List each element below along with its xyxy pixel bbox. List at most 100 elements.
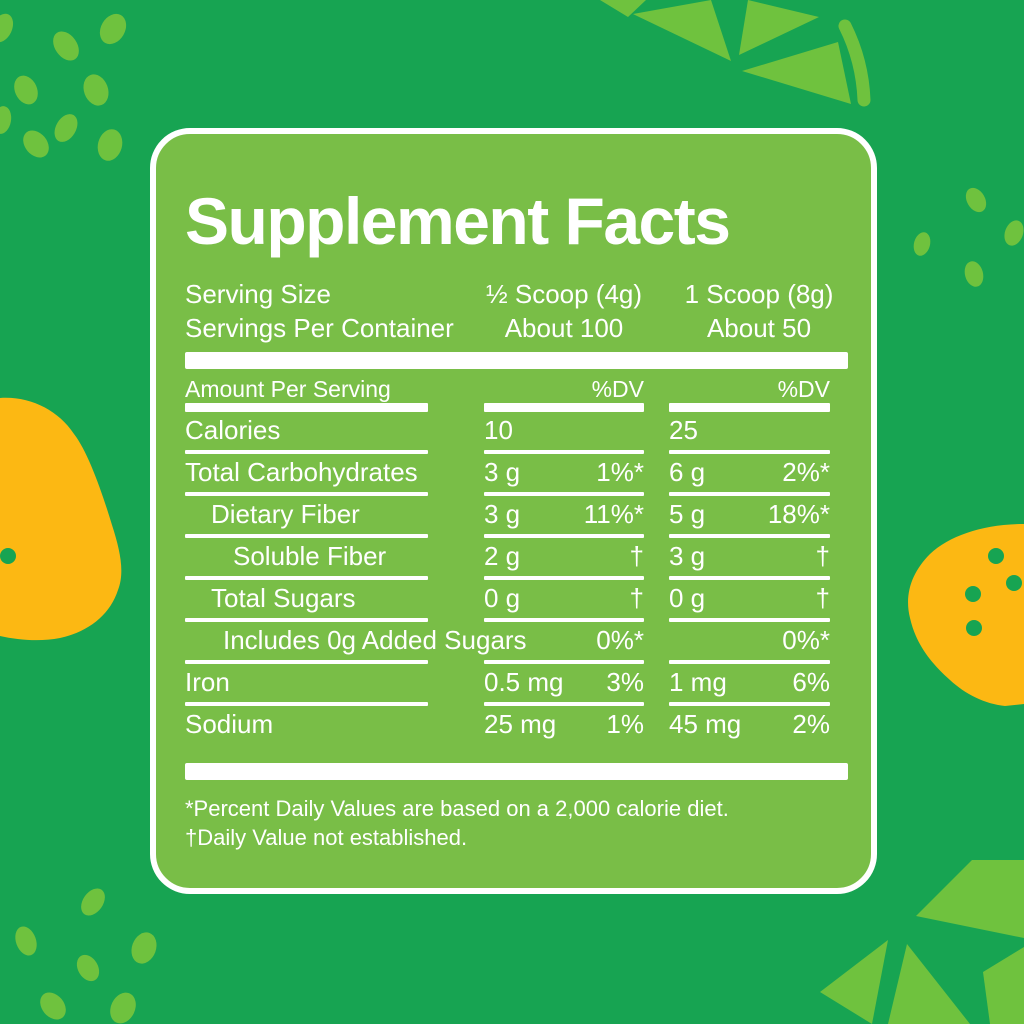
lime-wedge-top-icon [600, 0, 871, 107]
serving-section: Serving Size ½ Scoop (4g) 1 Scoop (8g) S… [185, 276, 842, 344]
row-value-cell-b: 3 g † [669, 538, 830, 574]
row-value-cell-b: 1 mg 6% [669, 664, 830, 700]
row-rule [669, 702, 830, 706]
lime-wedge-bottom-right-icon [820, 860, 1024, 1024]
row-rule [484, 492, 644, 496]
seed-dots-bottom-left-icon [15, 888, 157, 1024]
row-rule [669, 450, 830, 454]
row-rule [185, 450, 428, 454]
table-row: Total Sugars 0 g † 0 g † [185, 580, 848, 622]
table-row: Includes 0g Added Sugars 0%* 0%* [185, 622, 848, 664]
percent-dv-value-b: 18%* [767, 498, 830, 529]
header-rule [669, 403, 830, 412]
nutrient-label: Sodium [185, 708, 274, 739]
nutrient-label: Dietary Fiber [211, 498, 360, 529]
row-rule [185, 492, 428, 496]
percent-dv-value-a: 11%* [583, 498, 644, 529]
row-value-cell-b: 25 [669, 412, 830, 448]
row-label-cell: Soluble Fiber [185, 538, 428, 574]
row-value-cell-a: 10 [484, 412, 644, 448]
percent-dv-value-b: † [815, 540, 830, 571]
row-rule [185, 576, 428, 580]
header-rule [484, 403, 644, 412]
row-rule [669, 576, 830, 580]
amount-value-a: 0 g [484, 582, 521, 613]
nutrient-label: Iron [185, 666, 230, 697]
row-rule [484, 576, 644, 580]
divider-bar-top [185, 352, 848, 369]
percent-dv-value-a: 1% [606, 708, 644, 739]
percent-dv-value-b: 6% [792, 666, 830, 697]
percent-dv-value-a: 0%* [596, 624, 644, 655]
percent-dv-value-a: † [629, 582, 644, 613]
panel-title: Supplement Facts [185, 184, 731, 258]
serving-size-label: Serving Size [185, 279, 331, 309]
row-label-cell: Dietary Fiber [185, 496, 428, 532]
amount-value-a: 25 mg [484, 708, 557, 739]
row-label-cell: Sodium [185, 706, 428, 742]
nutrient-label: Calories [185, 414, 281, 445]
percent-dv-header-a: %DV [591, 376, 644, 402]
amount-value-b: 6 g [669, 456, 706, 487]
row-rule [669, 660, 830, 664]
row-rule [185, 702, 428, 706]
row-rule [484, 618, 644, 622]
serving-size-half-scoop: ½ Scoop (4g) [485, 279, 643, 309]
row-value-cell-a: 25 mg 1% [484, 706, 644, 742]
row-rule [669, 618, 830, 622]
header-rule [185, 403, 428, 412]
amount-value-b: 45 mg [669, 708, 742, 739]
seed-dots-right-icon [913, 187, 1024, 287]
row-value-cell-b: 0 g † [669, 580, 830, 616]
nutrient-label: Total Sugars [211, 582, 356, 613]
row-value-cell-b: 45 mg 2% [669, 706, 830, 742]
amount-value-b: 3 g [669, 540, 706, 571]
amount-value-a: 0.5 mg [484, 666, 564, 697]
table-row: Total Carbohydrates 3 g 1%* 6 g 2%* [185, 454, 848, 496]
amount-value-b: 5 g [669, 498, 706, 529]
row-value-cell-a: 0 g † [484, 580, 644, 616]
amount-value-a: 3 g [484, 498, 521, 529]
row-rule [484, 702, 644, 706]
nutrient-label: Total Carbohydrates [185, 456, 418, 487]
amount-value-b: 1 mg [669, 666, 727, 697]
percent-dv-value-a: † [629, 540, 644, 571]
table-row: Calories 10 25 [185, 412, 848, 454]
table-row: Sodium 25 mg 1% 45 mg 2% [185, 706, 848, 748]
amount-per-serving-label: Amount Per Serving [185, 376, 391, 402]
table-body: Calories 10 25 Total Carbohydrates 3 g 1… [185, 412, 848, 748]
row-label-cell: Total Carbohydrates [185, 454, 428, 490]
lemon-left-icon [0, 397, 122, 641]
row-value-cell-b: 6 g 2%* [669, 454, 830, 490]
percent-dv-value-b: † [815, 582, 830, 613]
lemon-right-icon [908, 524, 1024, 706]
percent-dv-value-b: 2% [792, 708, 830, 739]
row-rule [484, 660, 644, 664]
servings-per-container-a: About 100 [504, 313, 624, 343]
servings-per-container-b: About 50 [706, 313, 812, 343]
servings-per-container-label: Servings Per Container [185, 313, 454, 343]
row-label-cell: Total Sugars [185, 580, 428, 616]
table-row: Iron 0.5 mg 3% 1 mg 6% [185, 664, 848, 706]
amount-value-a: 3 g [484, 456, 521, 487]
amount-value-a: 2 g [484, 540, 521, 571]
percent-dv-header-b: %DV [777, 376, 830, 402]
servings-per-container-row: Servings Per Container About 100 About 5… [185, 310, 842, 344]
nutrient-label: Soluble Fiber [233, 540, 387, 571]
row-value-cell-b: 5 g 18%* [669, 496, 830, 532]
row-value-cell-a: 0.5 mg 3% [484, 664, 644, 700]
table-header-row: Amount Per Serving %DV %DV [185, 372, 848, 412]
row-label-cell: Calories [185, 412, 428, 448]
facts-table: Amount Per Serving %DV %DV Calories 10 2… [185, 372, 848, 748]
percent-dv-value-b: 0%* [782, 624, 830, 655]
row-rule [484, 534, 644, 538]
percent-dv-value-a: 1%* [596, 456, 644, 487]
supplement-facts-panel: Supplement Facts Serving Size ½ Scoop (4… [150, 128, 877, 894]
table-row: Soluble Fiber 2 g † 3 g † [185, 538, 848, 580]
percent-dv-value-a: 3% [606, 666, 644, 697]
row-value-cell-a: 3 g 1%* [484, 454, 644, 490]
row-rule [484, 450, 644, 454]
percent-dv-value-b: 2%* [782, 456, 830, 487]
